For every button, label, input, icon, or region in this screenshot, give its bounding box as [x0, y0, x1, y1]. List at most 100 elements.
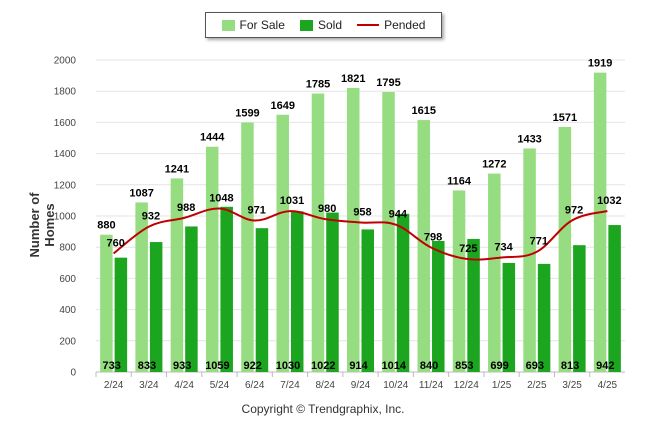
legend-label-pended: Pended — [384, 18, 426, 32]
bar-sold — [255, 228, 269, 372]
bar-for-sale — [205, 146, 219, 372]
bar-sold — [361, 229, 374, 372]
data-label-sold: 699 — [490, 360, 508, 372]
pended-swatch — [357, 24, 380, 26]
y-tick-label: 0 — [70, 368, 76, 379]
legend-item-pended[interactable]: Pended — [357, 18, 425, 32]
bar-for-sale — [241, 122, 254, 372]
y-axis-title: Number of Homes — [27, 192, 57, 258]
x-tick-label: 11/24 — [419, 380, 444, 391]
bar-sold — [502, 262, 516, 372]
data-label-for-sale: 1444 — [200, 132, 225, 144]
for-sale-swatch — [221, 19, 235, 31]
data-label-pended: 932 — [142, 211, 160, 223]
legend-label-for-sale: For Sale — [239, 18, 285, 32]
x-tick-label: 1/25 — [492, 380, 512, 391]
y-tick-label: 600 — [59, 274, 76, 285]
x-tick-label: 12/24 — [454, 380, 479, 391]
bar-sold — [396, 213, 410, 372]
y-tick-label: 1400 — [54, 149, 77, 160]
data-label-pended: 944 — [389, 209, 408, 221]
data-label-sold: 1059 — [205, 360, 229, 372]
bar-for-sale — [135, 202, 148, 372]
x-tick-label: 2/25 — [527, 380, 547, 391]
bar-sold — [290, 211, 304, 372]
data-label-pended: 988 — [177, 202, 195, 214]
x-tick-label: 7/24 — [280, 380, 300, 391]
data-label-for-sale: 1164 — [447, 175, 472, 187]
x-tick-label: 5/24 — [210, 380, 230, 391]
bar-for-sale — [558, 126, 572, 372]
data-label-for-sale: 1087 — [129, 187, 153, 199]
data-label-pended: 1032 — [597, 195, 621, 207]
data-label-for-sale: 1571 — [553, 112, 577, 124]
y-tick-label: 1600 — [54, 118, 77, 129]
y-tick-label: 2000 — [54, 56, 77, 67]
bar-sold — [326, 212, 339, 372]
bar-sold — [185, 226, 198, 372]
data-label-sold: 942 — [596, 360, 614, 372]
data-label-for-sale: 1785 — [306, 79, 330, 91]
data-label-sold: 853 — [455, 360, 473, 372]
x-tick-label: 2/24 — [104, 380, 124, 391]
bar-for-sale — [523, 148, 536, 372]
x-tick-label: 3/25 — [562, 380, 582, 391]
bar-sold — [149, 242, 163, 372]
legend-item-sold[interactable]: Sold — [299, 18, 342, 32]
legend-item-for-sale[interactable]: For Sale — [221, 18, 285, 32]
data-label-pended: 958 — [353, 207, 371, 219]
data-label-for-sale: 1919 — [588, 58, 612, 70]
x-tick-label: 10/24 — [383, 380, 408, 391]
bar-sold — [537, 263, 551, 372]
data-label-sold: 1030 — [276, 360, 300, 372]
data-label-sold: 933 — [173, 360, 191, 372]
bar-for-sale — [382, 91, 395, 372]
copyright-text: Copyright © Trendgraphix, Inc. — [241, 402, 405, 416]
y-tick-label: 1200 — [54, 180, 77, 191]
data-label-pended: 1031 — [280, 195, 304, 207]
legend-label-sold: Sold — [317, 18, 342, 32]
data-label-for-sale: 880 — [97, 220, 115, 232]
bar-sold — [114, 257, 128, 372]
bar-for-sale — [276, 114, 289, 373]
bar-for-sale — [311, 93, 325, 372]
data-label-sold: 833 — [138, 360, 156, 372]
bar-for-sale — [488, 173, 501, 372]
data-label-pended: 980 — [318, 203, 336, 215]
bar-for-sale — [417, 120, 431, 372]
bar-for-sale — [170, 178, 184, 372]
bar-sold — [467, 238, 480, 372]
sold-swatch — [299, 19, 313, 31]
bar-for-sale — [452, 190, 466, 372]
y-tick-label: 800 — [59, 243, 76, 254]
data-label-for-sale: 1599 — [235, 108, 259, 120]
data-label-for-sale: 1821 — [341, 73, 365, 85]
data-label-pended: 972 — [565, 204, 583, 216]
data-label-sold: 733 — [102, 360, 120, 372]
bar-sold — [608, 225, 621, 372]
y-tick-label: 1800 — [54, 87, 77, 98]
data-label-sold: 922 — [244, 360, 262, 372]
data-label-for-sale: 1649 — [270, 100, 294, 112]
x-tick-label: 3/24 — [139, 380, 159, 391]
data-label-sold: 1014 — [382, 360, 407, 372]
data-label-sold: 813 — [561, 360, 579, 372]
data-label-pended: 725 — [459, 243, 477, 255]
x-tick-label: 6/24 — [245, 380, 265, 391]
data-label-for-sale: 1615 — [412, 105, 436, 117]
data-label-pended: 760 — [106, 237, 124, 249]
bar-sold — [220, 206, 233, 372]
x-tick-label: 4/24 — [174, 380, 194, 391]
data-label-sold: 914 — [349, 360, 368, 372]
pended-line — [113, 207, 608, 261]
data-label-sold: 1022 — [311, 360, 335, 372]
bar-for-sale — [347, 87, 360, 372]
y-tick-label: 1000 — [54, 212, 77, 223]
bar-sold — [573, 245, 586, 372]
y-tick-label: 200 — [59, 336, 76, 347]
x-tick-label: 8/24 — [315, 380, 335, 391]
x-tick-label: 4/25 — [598, 380, 618, 391]
data-label-for-sale: 1272 — [482, 159, 506, 171]
